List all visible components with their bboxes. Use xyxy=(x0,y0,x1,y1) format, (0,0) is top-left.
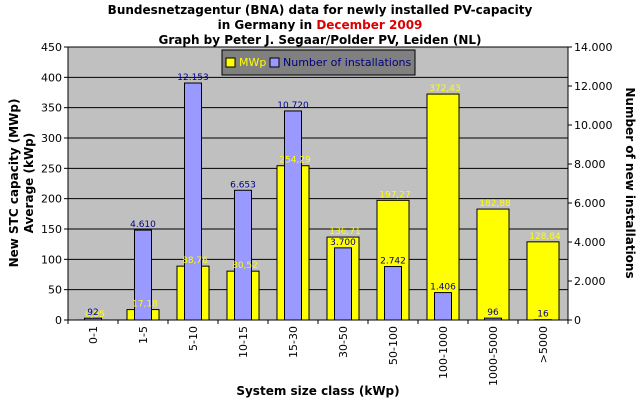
legend-swatch-installations xyxy=(269,57,280,68)
data-label-mwp-1-5: 17,18 xyxy=(132,300,158,310)
data-label-mwp-1000-5000: 182,88 xyxy=(479,199,511,209)
left-tick-label-250: 250 xyxy=(41,162,62,175)
x-tick-label-30-50: 30-50 xyxy=(337,326,350,358)
data-label-mwp-100-1000: 372,43 xyxy=(429,84,461,94)
right-tick-label-12.000: 12.000 xyxy=(574,80,613,93)
x-tick-label-100-1000: 100-1000 xyxy=(437,326,450,379)
right-tick-label-10.000: 10.000 xyxy=(574,119,613,132)
bar-mwp-1000-5000 xyxy=(476,208,510,321)
data-label-mwp-15-30: 254,29 xyxy=(279,156,311,166)
data-label-mwp->5000: 128,84 xyxy=(529,232,561,242)
left-tick-label-150: 150 xyxy=(41,223,62,236)
chart-title-line2: in Germany in December 2009 xyxy=(218,18,423,32)
x-axis-ticks: 0-1 1-5 5-10 10-15 15-30 30-50 50-100 100-1000 1… xyxy=(67,320,569,386)
left-axis-title-line2: Average (kWp) xyxy=(22,133,36,234)
bar-installations-30-50 xyxy=(334,247,352,321)
data-label-mwp-10-15: 80,52 xyxy=(232,261,258,271)
data-label-installations-1000-5000: 96 xyxy=(487,308,499,318)
data-label-mwp-50-100: 197,27 xyxy=(379,190,411,200)
legend: MWp Number of installations xyxy=(221,49,416,76)
left-tick-label-300: 300 xyxy=(41,132,62,145)
x-tick-label->5000: >5000 xyxy=(537,326,550,363)
data-label-installations->5000: 16 xyxy=(537,310,549,320)
bar-installations-100-1000 xyxy=(434,292,452,321)
right-tick-label-6.000: 6.000 xyxy=(574,197,606,210)
left-axis-ticks: 0 50 100 150 200 250 300 350 400 450 xyxy=(41,41,68,327)
x-axis-title: System size class (kWp) xyxy=(236,384,399,398)
x-tick-label-50-100: 50-100 xyxy=(387,326,400,365)
bar-installations-5-10 xyxy=(184,82,202,321)
x-tick-label-15-30: 15-30 xyxy=(287,326,300,358)
right-tick-label-14.000: 14.000 xyxy=(574,41,613,54)
data-label-installations-50-100: 2.742 xyxy=(380,257,406,267)
chart-title-highlight: December 2009 xyxy=(316,18,422,32)
bar-installations-50-100 xyxy=(384,266,402,321)
bars-group xyxy=(76,82,560,321)
right-axis-ticks: 0 2.000 4.000 6.000 8.000 10.000 12.000 14.000 xyxy=(568,41,613,327)
data-label-mwp-0-1: 0,05 xyxy=(85,310,105,320)
chart-title-line2-prefix: in Germany in xyxy=(218,18,317,32)
chart-title-line3: Graph by Peter J. Segaar/Polder PV, Leid… xyxy=(159,33,482,47)
left-tick-label-50: 50 xyxy=(48,284,62,297)
bar-mwp-100-1000 xyxy=(426,93,460,321)
right-tick-label-2.000: 2.000 xyxy=(574,275,606,288)
data-label-mwp-30-50: 136,71 xyxy=(329,227,361,237)
x-tick-label-1000-5000: 1000-5000 xyxy=(487,326,500,386)
chart-title-line1: Bundesnetzagentur (BNA) data for newly i… xyxy=(108,3,533,17)
right-axis-title: Number of new installations xyxy=(623,87,637,278)
right-tick-label-0: 0 xyxy=(574,314,581,327)
bar-installations-10-15 xyxy=(234,189,252,321)
data-label-installations-30-50: 3.700 xyxy=(330,238,356,248)
legend-label-installations: Number of installations xyxy=(283,56,412,69)
legend-label-mwp: MWp xyxy=(239,56,266,69)
data-label-mwp-5-10: 88,76 xyxy=(182,256,208,266)
bar-installations-15-30 xyxy=(284,110,302,321)
right-tick-label-8.000: 8.000 xyxy=(574,158,606,171)
data-label-installations-10-15: 6.653 xyxy=(230,180,256,190)
data-label-installations-15-30: 10.720 xyxy=(277,101,309,111)
data-label-installations-100-1000: 1.406 xyxy=(430,283,456,293)
right-tick-label-4.000: 4.000 xyxy=(574,236,606,249)
left-axis-title-line1: New STC capacity (MWp) xyxy=(7,99,21,268)
x-tick-label-1-5: 1-5 xyxy=(137,326,150,344)
legend-box xyxy=(221,49,416,76)
x-tick-label-5-10: 5-10 xyxy=(187,326,200,351)
left-tick-label-350: 350 xyxy=(41,102,62,115)
data-label-installations-0-1: 92 xyxy=(87,308,98,318)
left-tick-label-450: 450 xyxy=(41,41,62,54)
left-tick-label-100: 100 xyxy=(41,253,62,266)
left-tick-label-0: 0 xyxy=(55,314,62,327)
data-label-installations-5-10: 12.153 xyxy=(177,73,209,83)
x-tick-label-0-1: 0-1 xyxy=(87,326,100,344)
x-tick-label-10-15: 10-15 xyxy=(237,326,250,358)
legend-swatch-mwp xyxy=(225,57,236,68)
left-tick-label-200: 200 xyxy=(41,193,62,206)
data-label-installations-1-5: 4.610 xyxy=(130,220,156,230)
bar-mwp->5000 xyxy=(526,241,560,321)
left-tick-label-400: 400 xyxy=(41,71,62,84)
